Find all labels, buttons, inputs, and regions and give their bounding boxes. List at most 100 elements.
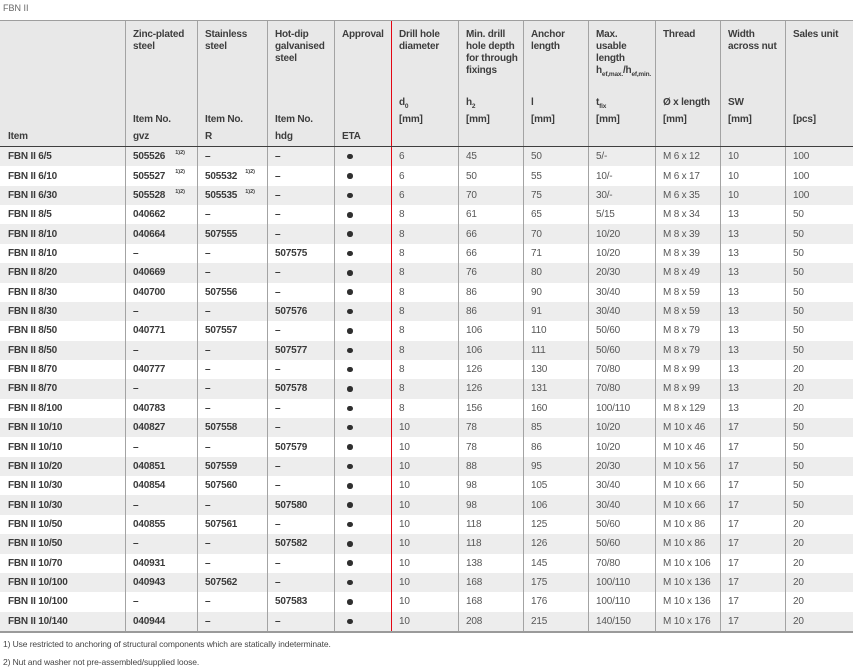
- tfix-cell: 70/80: [588, 359, 655, 380]
- thread-cell: M 8 x 99: [655, 379, 720, 399]
- approval-cell: [334, 263, 391, 283]
- item-cell: FBN II 8/70: [8, 383, 57, 395]
- h2-cell: 78: [458, 418, 523, 438]
- sales-cell: 100: [785, 147, 853, 167]
- tfix-cell: 100/110: [588, 592, 655, 612]
- thread-cell: M 10 x 66: [655, 476, 720, 496]
- hdg-cell: –: [267, 359, 334, 380]
- item-cell: FBN II 6/10: [8, 170, 57, 182]
- thread-cell: M 6 x 35: [655, 185, 720, 206]
- header-sym-gvz: [126, 97, 197, 114]
- approval-dot-icon: [347, 541, 353, 547]
- h2-cell: 126: [458, 359, 523, 380]
- gvz-cell: 040700: [125, 282, 197, 302]
- header-title-d0: Drill hole diameter: [399, 29, 440, 52]
- header-bot-item: Item: [8, 131, 28, 142]
- item-cell: FBN II 10/100: [8, 577, 68, 589]
- approval-dot-icon: [347, 270, 353, 276]
- sales-cell: 20: [785, 398, 853, 419]
- thread-cell: M 8 x 79: [655, 340, 720, 360]
- approval-cell: [334, 534, 391, 554]
- sw-cell: 13: [720, 398, 785, 419]
- d0-cell: 8: [391, 243, 458, 264]
- gvz-cell: 505526 1)2): [125, 147, 197, 167]
- sw-cell: 17: [720, 437, 785, 457]
- table-row: FBN II 10/20 040851 507559– 10 88 95 20/30 M 10…: [0, 456, 853, 477]
- tfix-cell: 5/15: [588, 205, 655, 225]
- header-bot-tfix: [589, 129, 655, 146]
- approval-cell: [334, 495, 391, 515]
- hdg-cell: –: [267, 224, 334, 244]
- approval-dot-icon: [347, 347, 353, 354]
- hdg-cell: –: [267, 263, 334, 283]
- hdg-cell: 507583: [267, 592, 334, 612]
- header-col-thread: Thread Ø x length [mm]: [655, 21, 720, 146]
- header-unit-d0: [mm]: [399, 114, 423, 125]
- r-cell: –: [197, 243, 267, 264]
- gvz-cell: 505527 1)2): [125, 166, 197, 186]
- thread-cell: M 8 x 39: [655, 224, 720, 244]
- header-sym-r: [198, 97, 267, 114]
- r-cell: –: [197, 437, 267, 457]
- sw-cell: 17: [720, 592, 785, 612]
- header-col-r: Stainless steel Item No. R: [197, 21, 267, 146]
- tfix-cell: 50/60: [588, 321, 655, 341]
- header-title-l: Anchor length: [531, 29, 565, 52]
- hdg-cell: –: [267, 611, 334, 631]
- r-cell: 507562: [197, 572, 267, 593]
- h2-cell: 50: [458, 166, 523, 186]
- d0-cell: 8: [391, 321, 458, 341]
- header-col-h2: Min. drill hole depth for through fixing…: [458, 21, 523, 146]
- table-body: FBN II 6/5 505526 1)2) – –6 45 50 5/- M 6 x 12 10…: [0, 147, 853, 633]
- l-cell: 126: [523, 534, 588, 554]
- tfix-cell: 30/-: [588, 185, 655, 206]
- tfix-cell: 50/60: [588, 340, 655, 360]
- sales-cell: 100: [785, 185, 853, 206]
- h2-cell: 45: [458, 147, 523, 167]
- header-sym-tfix: tfix: [596, 97, 607, 110]
- item-cell: FBN II 10/140: [8, 615, 68, 627]
- thread-cell: M 8 x 129: [655, 398, 720, 419]
- approval-cell: [334, 224, 391, 244]
- sales-cell: 50: [785, 495, 853, 515]
- table-row: FBN II 6/10 505527 1)2) 505532 1)2) – 6 50 55 10/…: [0, 166, 853, 186]
- r-cell: –: [197, 301, 267, 322]
- sales-cell: 100: [785, 166, 853, 186]
- approval-dot-icon: [347, 308, 353, 315]
- approval-dot-icon: [347, 483, 353, 489]
- d0-cell: 10: [391, 418, 458, 438]
- gvz-cell: –: [125, 243, 197, 264]
- l-cell: 75: [523, 185, 588, 206]
- gvz-cell: 040669: [125, 263, 197, 283]
- hdg-cell: –: [267, 166, 334, 186]
- sales-cell: 50: [785, 340, 853, 360]
- gvz-cell: –: [125, 437, 197, 457]
- h2-cell: 78: [458, 437, 523, 457]
- r-cell: 507560: [197, 476, 267, 496]
- tfix-cell: 140/150: [588, 611, 655, 631]
- thread-cell: M 10 x 66: [655, 495, 720, 515]
- sw-cell: 13: [720, 263, 785, 283]
- hdg-cell: 507579: [267, 437, 334, 457]
- hdg-cell: –: [267, 147, 334, 167]
- h2-cell: 86: [458, 301, 523, 322]
- thread-cell: M 8 x 39: [655, 243, 720, 264]
- table-row: FBN II 10/140 040944– –10 208 215 140/150 M 10…: [0, 611, 853, 631]
- item-cell: FBN II 8/30: [8, 306, 57, 318]
- r-cell: 505535 1)2): [197, 185, 267, 206]
- header-title-hdg: Hot-dip galvanised steel: [275, 29, 325, 64]
- approval-dot-icon: [347, 212, 353, 218]
- approval-dot-icon: [347, 521, 353, 528]
- approval-dot-icon: [347, 386, 353, 392]
- gvz-cell: 505528 1)2): [125, 185, 197, 206]
- thread-cell: M 8 x 59: [655, 282, 720, 302]
- table-row: FBN II 10/100 040943 507562– 10 168 175 100/11…: [0, 572, 853, 593]
- approval-dot-icon: [347, 250, 353, 257]
- table-row: FBN II 10/100– –507583 10 168 176 100/110 M 10…: [0, 592, 853, 612]
- gvz-cell: 040771: [125, 321, 197, 341]
- sales-cell: 20: [785, 611, 853, 631]
- sw-cell: 17: [720, 611, 785, 631]
- h2-cell: 76: [458, 263, 523, 283]
- r-cell: –: [197, 611, 267, 631]
- l-cell: 50: [523, 147, 588, 167]
